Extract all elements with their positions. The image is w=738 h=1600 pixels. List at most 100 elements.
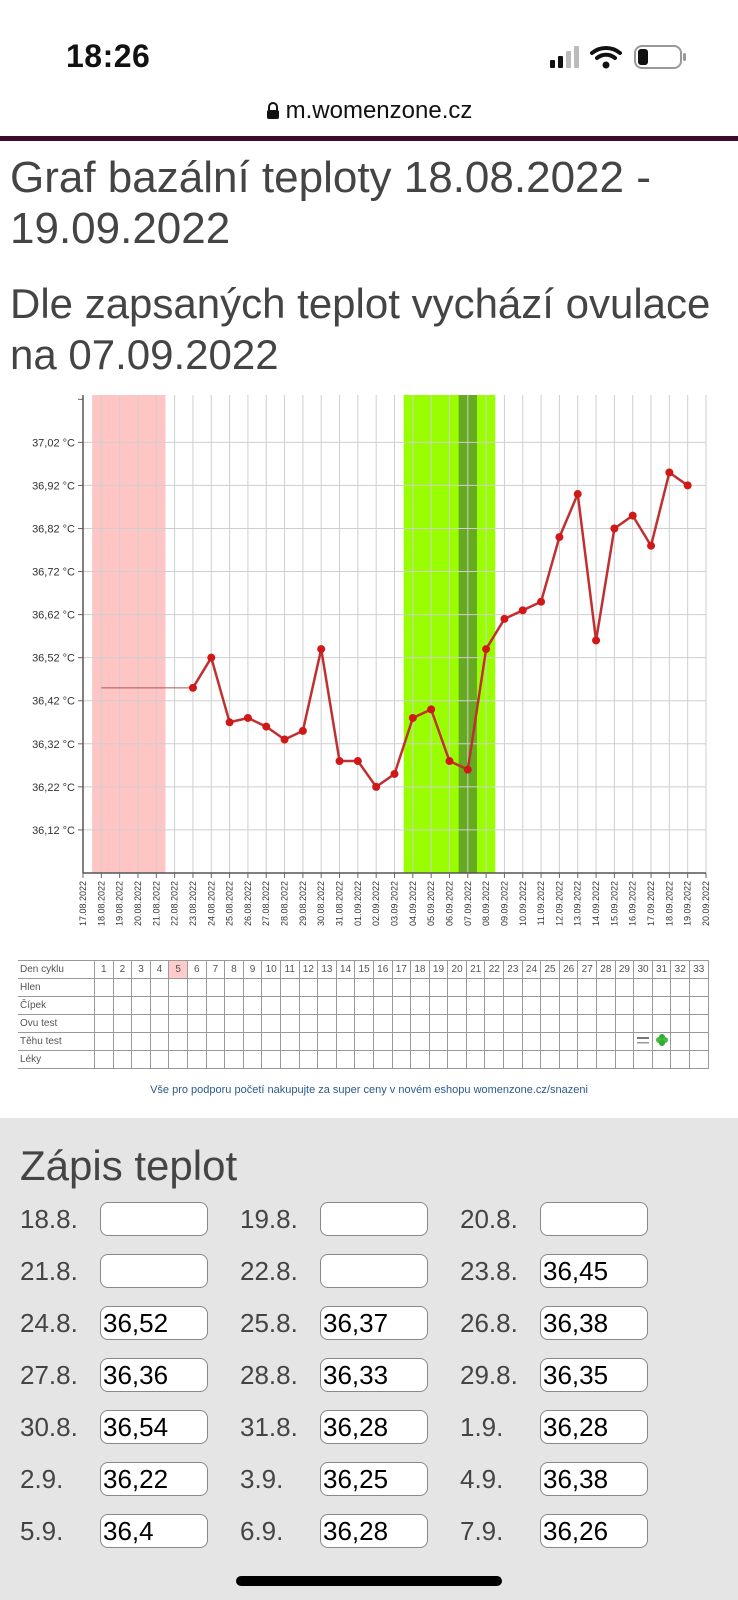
temperature-input[interactable] bbox=[320, 1514, 428, 1548]
cycle-cell bbox=[298, 1014, 319, 1033]
cycle-cell: 23 bbox=[503, 960, 523, 979]
lock-icon bbox=[266, 102, 280, 125]
temperature-input[interactable] bbox=[320, 1410, 428, 1444]
cycle-cell bbox=[131, 996, 151, 1015]
x-tick-label: 14.09.2022 bbox=[591, 881, 601, 926]
url-text: m.womenzone.cz bbox=[285, 97, 473, 124]
cycle-cell: 4 bbox=[149, 960, 170, 979]
x-tick-label: 19.09.2022 bbox=[683, 881, 693, 926]
cycle-cell bbox=[279, 1032, 300, 1051]
cycle-cell bbox=[484, 978, 505, 997]
entry-date-label: 4.9. bbox=[460, 1464, 504, 1494]
y-tick-label: 37,02 °C bbox=[32, 437, 75, 449]
cycle-cell bbox=[410, 996, 430, 1015]
temperature-input[interactable] bbox=[540, 1202, 648, 1236]
cycle-cell: 32 bbox=[670, 960, 690, 979]
y-tick-label: 36,92 °C bbox=[32, 480, 75, 492]
data-point bbox=[445, 757, 454, 766]
cycle-cell bbox=[112, 996, 133, 1015]
promo-link[interactable]: Vše pro podporu početí nakupujte za supe… bbox=[150, 1084, 588, 1096]
y-tick-label: 36,52 °C bbox=[32, 653, 75, 665]
cycle-cell bbox=[521, 978, 542, 997]
cycle-cell bbox=[149, 978, 170, 997]
data-point bbox=[647, 541, 656, 550]
temperature-input[interactable] bbox=[100, 1410, 208, 1444]
cycle-cell bbox=[410, 1050, 430, 1069]
cycle-cell bbox=[186, 978, 207, 997]
cycle-cell bbox=[670, 996, 690, 1015]
temperature-input[interactable] bbox=[320, 1358, 428, 1392]
entry-date-label: 24.8. bbox=[20, 1308, 78, 1338]
cycle-cell bbox=[503, 1032, 523, 1051]
cycle-cell bbox=[633, 978, 653, 997]
cycle-cell bbox=[224, 1050, 244, 1069]
temperature-input[interactable] bbox=[100, 1514, 208, 1548]
temperature-input[interactable] bbox=[540, 1514, 648, 1548]
temperature-input[interactable] bbox=[540, 1254, 648, 1288]
temperature-input[interactable] bbox=[540, 1410, 648, 1444]
cycle-cell bbox=[484, 1032, 505, 1051]
cycle-cell bbox=[596, 1014, 616, 1033]
entry-date-label: 30.8. bbox=[20, 1412, 78, 1442]
x-tick-label: 17.09.2022 bbox=[646, 881, 656, 926]
cycle-cell bbox=[614, 978, 635, 997]
cycle-cell bbox=[261, 996, 281, 1015]
entry-date-label: 31.8. bbox=[240, 1412, 298, 1442]
temperature-input[interactable] bbox=[100, 1202, 208, 1236]
cycle-cell bbox=[503, 1014, 523, 1033]
cycle-cell bbox=[149, 1032, 170, 1051]
cycle-cell bbox=[596, 1050, 616, 1069]
cycle-cell bbox=[447, 1050, 467, 1069]
cycle-cell bbox=[261, 1050, 281, 1069]
cycle-cell bbox=[614, 1032, 635, 1051]
cycle-cell bbox=[205, 1014, 226, 1033]
entry-date-label: 27.8. bbox=[20, 1360, 78, 1390]
cycle-cell bbox=[540, 1050, 560, 1069]
temperature-input[interactable] bbox=[540, 1462, 648, 1496]
cycle-cell bbox=[465, 1032, 486, 1051]
temperature-input[interactable] bbox=[100, 1462, 208, 1496]
data-point bbox=[280, 735, 289, 744]
x-tick-label: 19.08.2022 bbox=[115, 881, 125, 926]
cycle-cell: 2 bbox=[112, 960, 133, 979]
cycle-cell bbox=[428, 996, 449, 1015]
cycle-cell bbox=[354, 1014, 374, 1033]
cycle-cell: 31 bbox=[651, 960, 672, 979]
entry-date-label: 21.8. bbox=[20, 1256, 78, 1286]
temperature-input[interactable] bbox=[100, 1306, 208, 1340]
temperature-input[interactable] bbox=[320, 1254, 428, 1288]
cycle-cell bbox=[317, 996, 337, 1015]
cycle-cell bbox=[391, 1032, 412, 1051]
temperature-input[interactable] bbox=[540, 1358, 648, 1392]
cycle-cell: 13 bbox=[317, 960, 337, 979]
cycle-cell bbox=[651, 996, 672, 1015]
x-tick-label: 04.09.2022 bbox=[408, 881, 418, 926]
cycle-cell bbox=[94, 978, 114, 997]
temperature-input[interactable] bbox=[100, 1358, 208, 1392]
cycle-cell bbox=[186, 996, 207, 1015]
temperature-input[interactable] bbox=[540, 1306, 648, 1340]
cycle-cell: 17 bbox=[391, 960, 412, 979]
data-point bbox=[188, 683, 197, 692]
temperature-input[interactable] bbox=[320, 1202, 428, 1236]
temperature-input[interactable] bbox=[320, 1306, 428, 1340]
address-bar[interactable]: m.womenzone.cz bbox=[0, 88, 738, 134]
cycle-cell bbox=[670, 1032, 690, 1051]
bbt-chart: 37,02 °C 36,92 °C 36,82 °C 36,72 °C 36,62 °C… bbox=[32, 395, 711, 926]
cycle-cell: 9 bbox=[242, 960, 263, 979]
temperature-input[interactable] bbox=[320, 1462, 428, 1496]
x-tick-label: 27.08.2022 bbox=[261, 881, 271, 926]
cycle-cell bbox=[577, 1032, 598, 1051]
data-point bbox=[427, 705, 436, 714]
home-indicator[interactable] bbox=[236, 1576, 502, 1586]
cycle-cell bbox=[317, 1014, 337, 1033]
cycle-cell bbox=[391, 978, 412, 997]
cycle-cell bbox=[596, 1032, 616, 1051]
x-tick-label: 05.09.2022 bbox=[426, 881, 436, 926]
cycle-table-row: Hlen bbox=[18, 978, 709, 997]
temperature-input[interactable] bbox=[100, 1254, 208, 1288]
cycle-cell bbox=[242, 1014, 263, 1033]
cycle-cell bbox=[391, 1014, 412, 1033]
cycle-cell bbox=[94, 996, 114, 1015]
entry-date-label: 5.9. bbox=[20, 1516, 64, 1546]
